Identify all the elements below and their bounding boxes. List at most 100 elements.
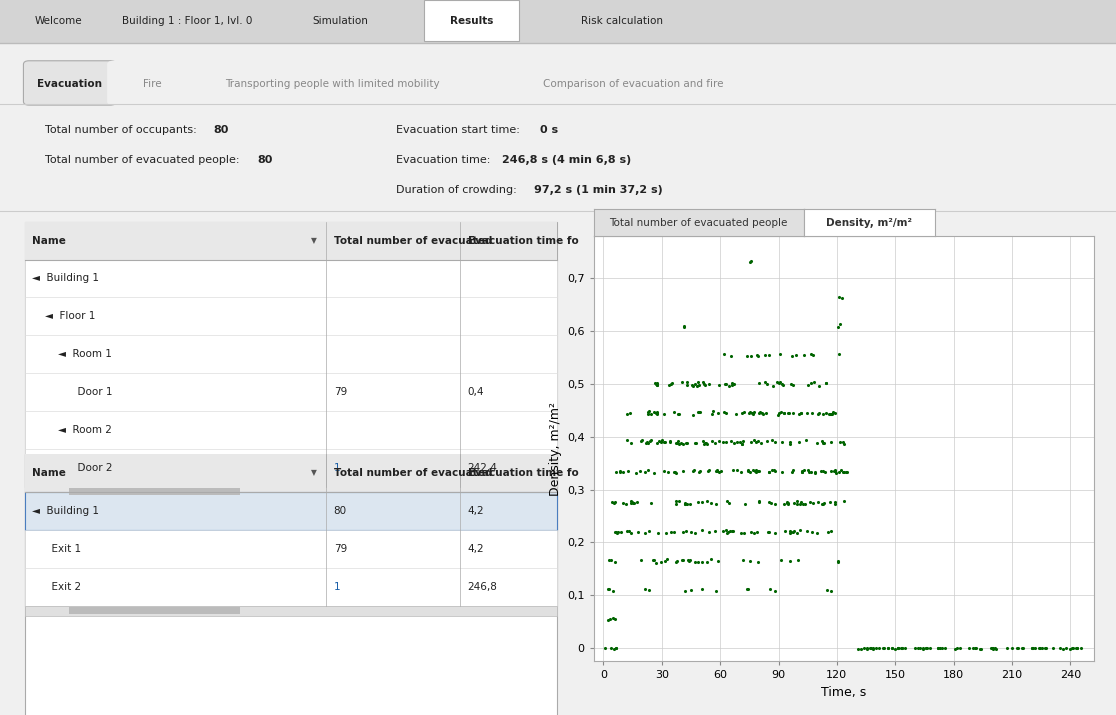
Point [835, 438, 853, 449]
Point [983, 642, 1001, 654]
Point [738, 583, 756, 595]
Point [1055, 643, 1072, 654]
Point [754, 408, 772, 420]
Point [830, 466, 848, 478]
Point [772, 406, 790, 418]
Point [617, 498, 635, 510]
Point [652, 436, 670, 448]
Point [650, 528, 667, 539]
Point [629, 526, 647, 538]
Point [829, 556, 847, 567]
Point [985, 643, 1003, 654]
Point [706, 525, 724, 536]
Text: Density, m²/m²: Density, m²/m² [826, 218, 913, 227]
Point [696, 438, 714, 449]
Bar [25, 454, 557, 606]
Point [709, 465, 727, 477]
Point [646, 377, 664, 388]
Point [788, 495, 806, 507]
Point [619, 526, 637, 537]
Point [733, 438, 751, 449]
Point [648, 380, 666, 391]
Point [656, 556, 674, 567]
Point [766, 436, 783, 448]
Point [699, 465, 716, 476]
Point [656, 436, 674, 448]
Point [874, 642, 892, 654]
Point [686, 437, 704, 448]
Point [910, 643, 927, 654]
Point [826, 498, 844, 509]
Point [760, 467, 778, 478]
Point [718, 495, 735, 507]
Point [763, 435, 781, 446]
Point [790, 525, 808, 536]
Point [675, 320, 693, 331]
Point [797, 498, 815, 510]
Point [668, 435, 686, 446]
Point [802, 527, 820, 538]
Point [623, 438, 641, 449]
Point [606, 526, 624, 538]
Bar [69, 607, 240, 614]
Point [603, 496, 620, 508]
Point [1023, 643, 1041, 654]
Point [666, 556, 684, 567]
Point [639, 584, 657, 596]
Text: 0,4: 0,4 [468, 388, 484, 397]
Point [1064, 642, 1081, 654]
Point [831, 319, 849, 330]
Bar [25, 297, 557, 335]
Point [638, 408, 656, 420]
Point [809, 496, 827, 508]
Point [606, 556, 624, 568]
Point [815, 465, 833, 477]
Text: 1: 1 [334, 463, 340, 473]
Point [742, 256, 760, 267]
Point [607, 526, 625, 538]
Point [796, 349, 814, 360]
Point [676, 585, 694, 596]
Text: 4,2: 4,2 [468, 506, 484, 516]
Point [863, 642, 881, 654]
Point [789, 554, 807, 566]
Point [748, 349, 766, 360]
Point [812, 498, 830, 510]
Point [674, 526, 692, 538]
Point [782, 378, 800, 390]
Text: Exit 2: Exit 2 [32, 582, 81, 591]
Point [606, 497, 624, 508]
Point [848, 643, 866, 654]
Point [869, 643, 887, 654]
Point [718, 408, 735, 419]
Point [766, 465, 783, 477]
Point [596, 642, 614, 654]
Text: Simulation: Simulation [312, 16, 368, 26]
Point [650, 435, 667, 447]
Point [648, 408, 666, 419]
Point [674, 465, 692, 477]
Point [776, 526, 793, 537]
Point [757, 350, 775, 361]
Text: Comparison of evacuation and fire: Comparison of evacuation and fire [543, 79, 723, 89]
Point [686, 378, 704, 390]
Point [792, 408, 810, 419]
Point [673, 554, 691, 566]
Bar [25, 222, 557, 260]
Point [933, 642, 951, 654]
Point [1051, 643, 1069, 654]
Bar [424, 0, 519, 41]
Point [681, 554, 699, 566]
Point [715, 406, 733, 418]
Text: Total number of evacuated people:: Total number of evacuated people: [45, 155, 242, 165]
FancyBboxPatch shape [475, 61, 791, 105]
Point [821, 436, 839, 448]
Point [645, 467, 663, 478]
X-axis label: Time, s: Time, s [821, 686, 866, 699]
Point [936, 642, 954, 654]
Point [1068, 642, 1086, 654]
Point [1003, 642, 1021, 654]
Point [674, 377, 692, 388]
Text: Evacuation time fo: Evacuation time fo [468, 468, 578, 478]
Bar [25, 411, 557, 449]
